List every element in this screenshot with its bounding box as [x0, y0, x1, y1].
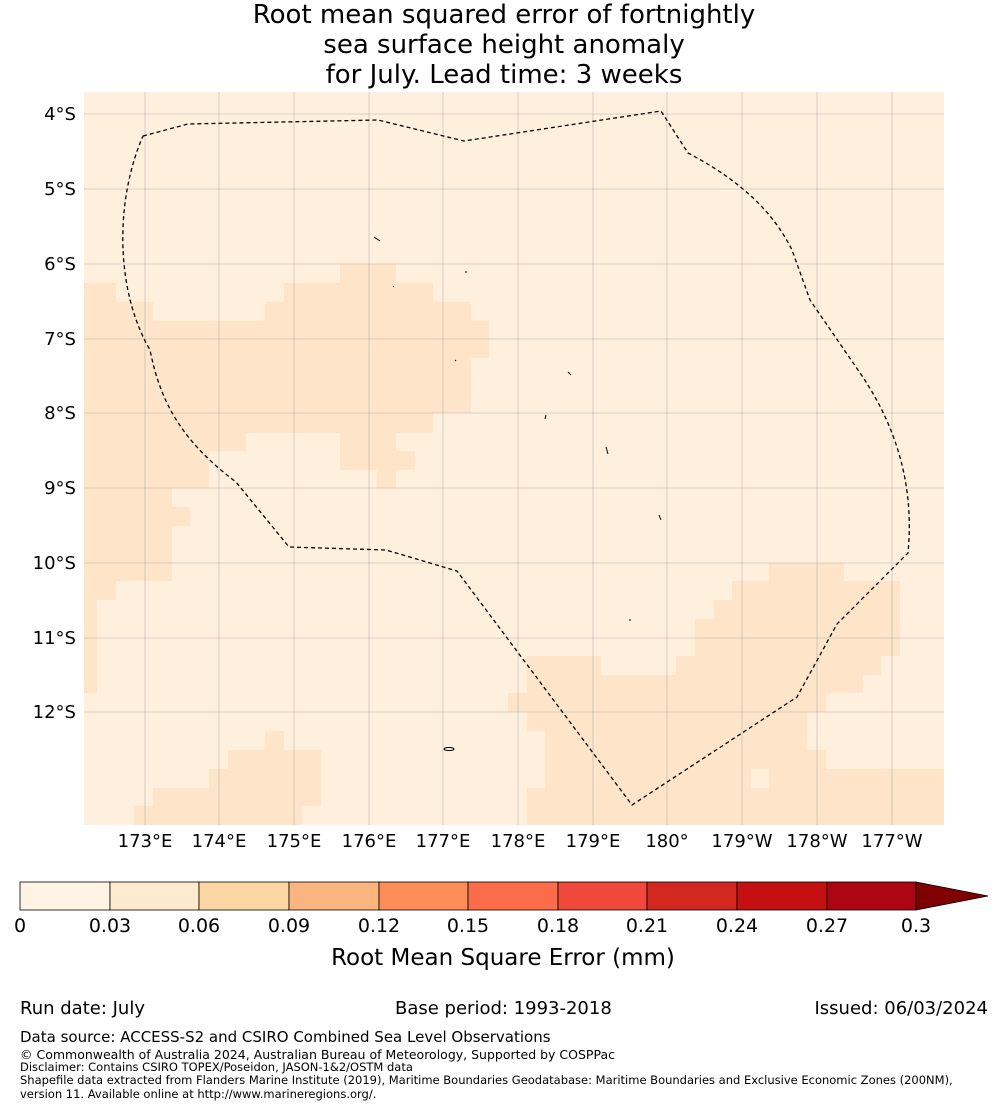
island-6 [544, 414, 547, 420]
title-line-1: Root mean squared error of fortnightly [252, 0, 756, 30]
colorbar-tick-5: 0.15 [447, 915, 489, 937]
islands [373, 236, 662, 751]
lon-labels: 173°E 174°E 175°E 176°E 177°E 178°E 179°… [118, 831, 923, 852]
colorbar-tick-3: 0.09 [268, 915, 310, 937]
colorbar-label: Root Mean Square Error (mm) [331, 945, 675, 971]
island-5 [567, 371, 572, 376]
colorbar-tick-9: 0.27 [806, 915, 848, 937]
colorbar-tick-1: 0.03 [89, 915, 131, 937]
copyright-notice: © Commonwealth of Australia 2024, Austra… [20, 1047, 615, 1062]
lon-label-175e: 175°E [267, 831, 322, 852]
colorbar-tick-7: 0.21 [626, 915, 668, 937]
rmse-hole [751, 769, 769, 788]
map-background [84, 92, 944, 825]
colorbar-bin-1 [19, 881, 111, 911]
colorbar-bin-9 [736, 881, 828, 911]
colorbar-bin-4 [288, 881, 380, 911]
shapefile-credit-line-2: version 11. Available online at http://w… [20, 1087, 377, 1101]
map-title: Root mean squared error of fortnightly s… [0, 0, 1008, 90]
base-period: Base period: 1993-2018 [395, 998, 612, 1019]
colorbar-ticks: 0 0.03 0.06 0.09 0.12 0.15 0.18 0.21 0.2… [14, 915, 931, 937]
eez-boundary [122, 110, 910, 806]
island-4 [454, 359, 457, 362]
lon-label-177w: 177°W [861, 831, 922, 852]
lon-label-178w: 178°W [786, 831, 847, 852]
disclaimer: Disclaimer: Contains CSIRO TOPEX/Poseido… [20, 1060, 413, 1074]
colorbar-bin-7 [557, 881, 648, 911]
colorbar-tick-2: 0.06 [178, 915, 220, 937]
lon-label-179w: 179°W [711, 831, 772, 852]
colorbar-tick-0: 0 [14, 915, 26, 937]
colorbar-extend-arrow [915, 881, 989, 911]
lat-label-9s: 9°S [44, 478, 76, 499]
lon-label-177e: 177°E [416, 831, 471, 852]
lat-label-4s: 4°S [44, 104, 76, 125]
lat-labels: 4°S 5°S 6°S 7°S 8°S 9°S 10°S 11°S 12°S [33, 104, 76, 723]
rmse-region-west [84, 264, 489, 693]
colorbar-tick-8: 0.24 [716, 915, 758, 937]
lat-label-8s: 8°S [44, 403, 76, 424]
lon-label-176e: 176°E [342, 831, 397, 852]
rmse-region-southwest [134, 731, 321, 825]
lon-label-173e: 173°E [118, 831, 173, 852]
island-1 [373, 236, 381, 242]
lon-label-180: 180° [645, 831, 688, 852]
island-10 [443, 747, 455, 751]
colorbar-bin-6 [467, 881, 559, 911]
lat-label-7s: 7°S [44, 329, 76, 350]
colorbar-bin-10 [826, 881, 917, 911]
lat-label-10s: 10°S [33, 553, 76, 574]
colorbar-tick-4: 0.12 [358, 915, 400, 937]
colorbar-bin-8 [646, 881, 738, 911]
data-source: Data source: ACCESS-S2 and CSIRO Combine… [20, 1028, 551, 1046]
colorbar-bin-2 [109, 881, 200, 911]
run-date: Run date: July [20, 998, 145, 1019]
lon-label-179e: 179°E [566, 831, 621, 852]
lat-label-6s: 6°S [44, 254, 76, 275]
colorbar-bin-5 [378, 881, 469, 911]
lon-label-178e: 178°E [491, 831, 546, 852]
island-8 [658, 514, 662, 521]
lat-label-12s: 12°S [33, 702, 76, 723]
graticule [84, 92, 944, 825]
lat-label-11s: 11°S [33, 628, 76, 649]
island-3 [392, 285, 395, 288]
colorbar [19, 881, 989, 911]
colorbar-tick-10: 0.3 [901, 915, 931, 937]
island-7 [605, 446, 609, 455]
shapefile-credit-line-1: Shapefile data extracted from Flanders M… [20, 1073, 953, 1087]
colorbar-bin-3 [198, 881, 290, 911]
title-line-2: sea surface height anomaly [323, 30, 685, 60]
lat-label-5s: 5°S [44, 179, 76, 200]
colorbar-tick-6: 0.18 [537, 915, 579, 937]
issued-date: Issued: 06/03/2024 [814, 998, 988, 1019]
title-line-3: for July. Lead time: 3 weeks [325, 60, 683, 90]
lon-label-174e: 174°E [192, 831, 247, 852]
